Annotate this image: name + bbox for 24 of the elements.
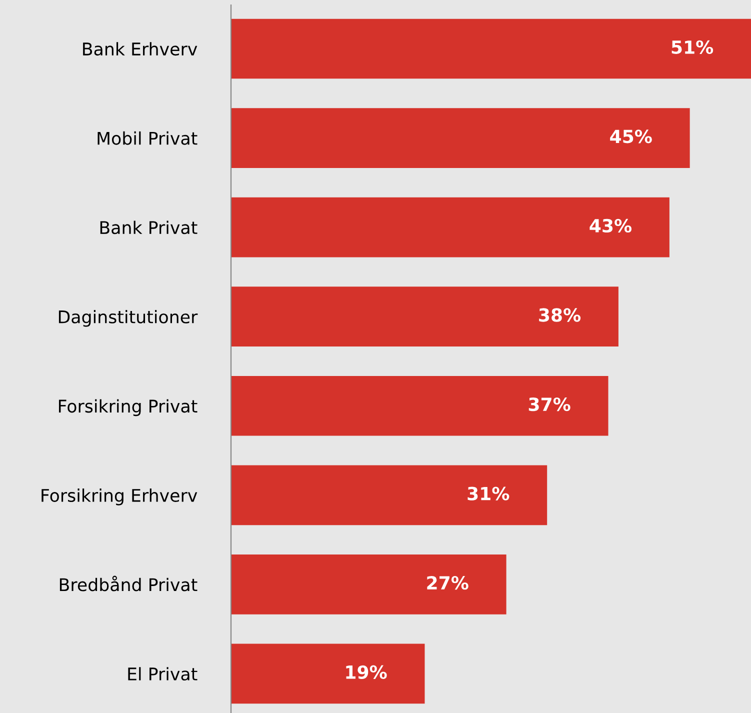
data-label: 37%	[528, 397, 570, 412]
bar	[231, 554, 506, 614]
bar	[231, 465, 548, 526]
y-tick-label: El Privat	[128, 667, 198, 681]
y-tick-label: Bank Erhverv	[83, 42, 198, 56]
bar	[231, 197, 670, 258]
data-label: 51%	[672, 40, 714, 54]
y-tick-label: Daginstitutioner	[58, 310, 198, 327]
bar	[231, 18, 751, 79]
y-tick-label: Bank Privat	[100, 220, 198, 234]
bar	[231, 286, 618, 346]
y-tick-label: Bredbånd Privat	[60, 576, 198, 592]
y-tick-label: Forsikring Privat	[58, 399, 198, 416]
data-label: 19%	[346, 665, 387, 679]
data-label: 45%	[610, 130, 652, 144]
data-label: 27%	[427, 576, 468, 590]
y-tick-label: Mobil Privat	[98, 131, 198, 145]
bar	[231, 376, 608, 436]
bar	[231, 644, 425, 704]
data-label: 31%	[468, 486, 510, 500]
data-label: 43%	[590, 218, 632, 233]
bar	[231, 108, 690, 168]
y-tick-label: Forsikring Erhverv	[42, 488, 198, 506]
data-label: 38%	[539, 308, 581, 322]
